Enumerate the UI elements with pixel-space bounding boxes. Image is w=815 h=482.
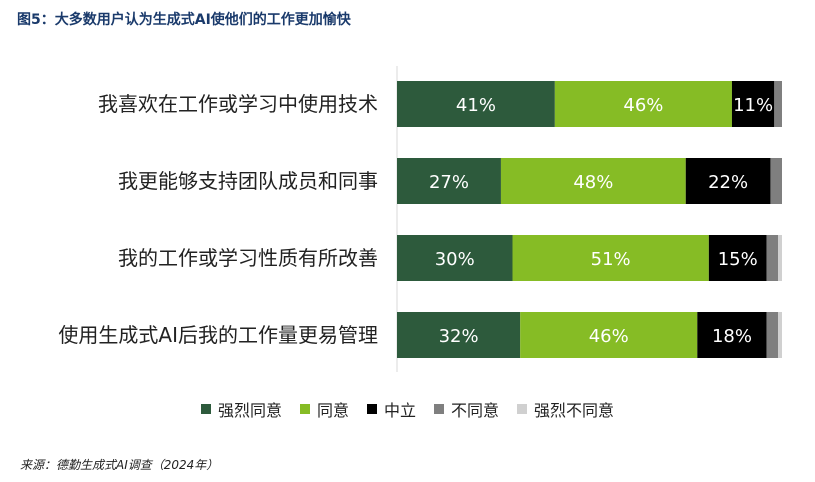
bar-segment xyxy=(397,81,555,127)
bar-segment xyxy=(397,158,501,204)
legend-label: 中立 xyxy=(383,401,416,420)
stacked-bar-chart: 我喜欢在工作或学习中使用技术 41% 46% 11% 我更能够支持团队成员和同事 27% 4… xyxy=(58,66,782,372)
bar-segment xyxy=(766,235,779,281)
legend-item: 强烈不同意 xyxy=(517,397,614,421)
bar-segment xyxy=(554,81,732,127)
bar-segment xyxy=(774,81,782,127)
legend-item: 不同意 xyxy=(434,397,499,421)
data-label: 27% xyxy=(429,172,469,193)
legend-swatch xyxy=(366,404,377,414)
bar-segment xyxy=(500,158,686,204)
data-label: 46% xyxy=(589,326,629,347)
bar-segment xyxy=(512,235,709,281)
bar-segment xyxy=(685,158,771,204)
data-label: 30% xyxy=(435,249,475,270)
bar-segment xyxy=(708,235,767,281)
bar-segment xyxy=(770,158,782,204)
data-label: 41% xyxy=(456,95,496,116)
legend-swatch xyxy=(299,404,310,414)
legend-item: 同意 xyxy=(299,397,349,421)
category-label: 使用生成式AI后我的工作量更易管理 xyxy=(58,323,378,347)
bar-segment xyxy=(397,312,521,358)
data-label: 11% xyxy=(733,95,773,116)
bar-segment xyxy=(397,235,513,281)
category-label: 我喜欢在工作或学习中使用技术 xyxy=(98,92,378,116)
legend-label: 不同意 xyxy=(451,401,500,420)
data-label: 18% xyxy=(712,326,752,347)
data-label: 51% xyxy=(591,249,631,270)
legend-swatch xyxy=(434,404,444,414)
category-label: 我的工作或学习性质有所改善 xyxy=(118,246,378,270)
bar-segment xyxy=(778,235,782,281)
legend-swatch xyxy=(517,404,528,414)
category-label: 我更能够支持团队成员和同事 xyxy=(118,169,378,193)
legend-label: 同意 xyxy=(316,401,349,420)
bar-segment xyxy=(697,312,767,358)
bar-segment xyxy=(731,81,775,127)
chart-legend: 强烈同意 同意 中立 不同意 强烈不同意 xyxy=(0,397,815,421)
source-note: 来源：德勤生成式AI调查（2024年） xyxy=(20,458,219,472)
legend-item: 中立 xyxy=(366,397,416,421)
data-label: 48% xyxy=(573,172,613,193)
bar-segment xyxy=(520,312,698,358)
data-label: 22% xyxy=(708,172,748,193)
bar-segment xyxy=(766,312,779,358)
data-label: 15% xyxy=(718,249,758,270)
chart-title: 图5：大多数用户认为生成式AI使他们的工作更加愉快 xyxy=(17,12,351,28)
legend-label: 强烈不同意 xyxy=(534,401,615,420)
data-label: 32% xyxy=(439,326,479,347)
legend-swatch xyxy=(200,404,211,414)
legend-item: 强烈同意 xyxy=(200,397,282,421)
legend-label: 强烈同意 xyxy=(217,401,282,420)
data-label: 46% xyxy=(623,95,663,116)
bar-segment xyxy=(778,312,782,358)
